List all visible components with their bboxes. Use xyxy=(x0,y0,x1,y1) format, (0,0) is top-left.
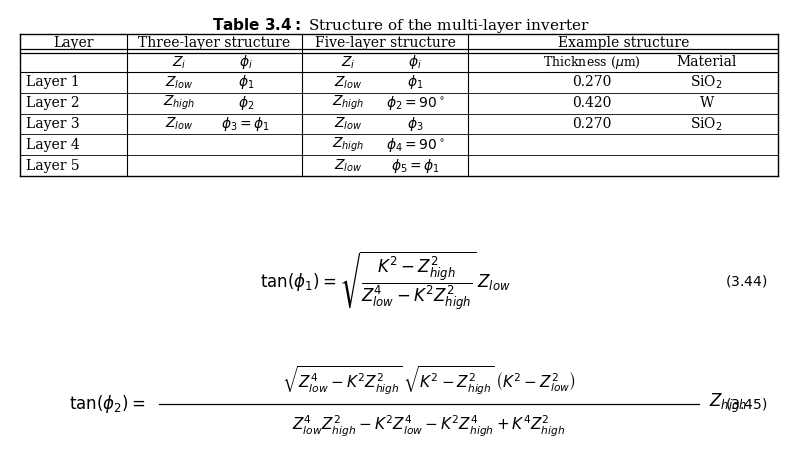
Text: $Z_{high}$: $Z_{high}$ xyxy=(332,94,365,112)
Text: Layer 1: Layer 1 xyxy=(26,75,80,89)
Text: 0.420: 0.420 xyxy=(573,96,612,110)
Text: $Z_i$: $Z_i$ xyxy=(172,54,187,70)
Text: Material: Material xyxy=(677,55,737,70)
Text: $\tan(\phi_1) = \sqrt{\dfrac{K^2 - Z_{high}^2}{Z_{low}^4 - K^2 Z_{high}^2}}\, Z_: $\tan(\phi_1) = \sqrt{\dfrac{K^2 - Z_{hi… xyxy=(260,250,511,313)
Text: SiO$_2$: SiO$_2$ xyxy=(691,115,723,133)
Text: Layer 5: Layer 5 xyxy=(26,158,80,172)
Text: $Z_i$: $Z_i$ xyxy=(341,54,356,70)
Text: $Z_{low}$: $Z_{low}$ xyxy=(334,74,363,91)
Text: $\phi_3$: $\phi_3$ xyxy=(407,115,423,133)
Text: Three-layer structure: Three-layer structure xyxy=(139,36,290,50)
Text: $(3.45)$: $(3.45)$ xyxy=(725,396,768,412)
Text: $Z_{high}$: $Z_{high}$ xyxy=(164,94,196,112)
Text: $Z_{high}$: $Z_{high}$ xyxy=(332,135,365,154)
Text: $\phi_4 = 90^\circ$: $\phi_4 = 90^\circ$ xyxy=(386,136,444,154)
Text: $Z_{low}$: $Z_{low}$ xyxy=(334,116,363,132)
Text: $\phi_i$: $\phi_i$ xyxy=(239,53,253,71)
Text: $Z_{low}$: $Z_{low}$ xyxy=(165,116,194,132)
Text: 0.270: 0.270 xyxy=(573,117,612,131)
Text: $\phi_2 = 90^\circ$: $\phi_2 = 90^\circ$ xyxy=(386,94,444,112)
Text: Example structure: Example structure xyxy=(557,36,689,50)
Text: Layer: Layer xyxy=(54,36,94,50)
Text: $Z_{low}$: $Z_{low}$ xyxy=(334,157,363,174)
Text: $Z_{low}^4 Z_{high}^2 - K^2 Z_{low}^4 - K^2 Z_{high}^4 + K^4 Z_{high}^2$: $Z_{low}^4 Z_{high}^2 - K^2 Z_{low}^4 - … xyxy=(292,414,565,439)
Text: $\bf{Table\ 3.4:}$ Structure of the multi-layer inverter: $\bf{Table\ 3.4:}$ Structure of the mult… xyxy=(212,16,590,35)
Text: Layer 3: Layer 3 xyxy=(26,117,80,131)
Text: W: W xyxy=(699,96,714,110)
Text: 0.270: 0.270 xyxy=(573,75,612,89)
Text: $\tan(\phi_2) =$: $\tan(\phi_2) =$ xyxy=(69,392,146,415)
Text: Five-layer structure: Five-layer structure xyxy=(314,36,456,50)
Text: SiO$_2$: SiO$_2$ xyxy=(691,74,723,91)
Text: $\phi_3 = \phi_1$: $\phi_3 = \phi_1$ xyxy=(221,115,270,133)
Text: $\phi_1$: $\phi_1$ xyxy=(237,73,254,92)
Text: $Z_{low}$: $Z_{low}$ xyxy=(165,74,194,91)
Text: $\sqrt{Z_{low}^4 - K^2 Z_{high}^2}\,\sqrt{K^2 - Z_{high}^2}\,\left(K^2 - Z_{low}: $\sqrt{Z_{low}^4 - K^2 Z_{high}^2}\,\sqr… xyxy=(282,364,576,397)
Text: $\phi_2$: $\phi_2$ xyxy=(237,94,254,112)
Text: $\phi_1$: $\phi_1$ xyxy=(407,73,423,92)
Text: $Z_{high}$: $Z_{high}$ xyxy=(709,392,747,415)
Text: Layer 2: Layer 2 xyxy=(26,96,80,110)
Text: Layer 4: Layer 4 xyxy=(26,138,80,152)
Text: $\phi_i$: $\phi_i$ xyxy=(408,53,422,71)
Text: $\phi_5 = \phi_1$: $\phi_5 = \phi_1$ xyxy=(391,157,439,174)
Text: $(3.44)$: $(3.44)$ xyxy=(725,273,768,289)
Text: Thickness ($\mu$m): Thickness ($\mu$m) xyxy=(544,54,641,71)
